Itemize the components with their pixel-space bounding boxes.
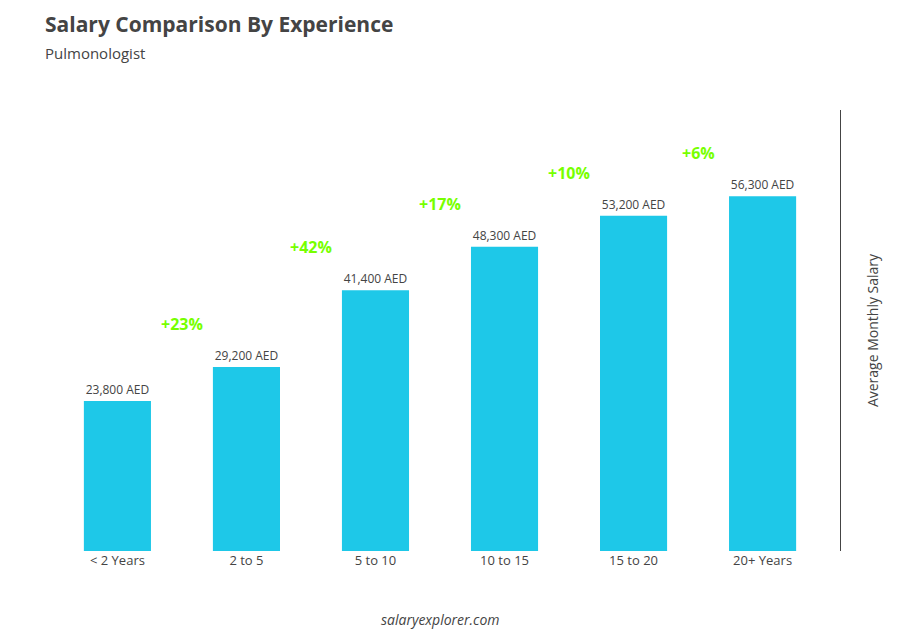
svg-text:Average Monthly Salary: Average Monthly Salary xyxy=(863,253,882,407)
svg-text:48,300 AED: 48,300 AED xyxy=(473,227,537,244)
svg-text:15 to 20: 15 to 20 xyxy=(609,551,658,569)
svg-text:5 to 10: 5 to 10 xyxy=(355,551,397,569)
svg-text:+10%: +10% xyxy=(548,162,590,184)
svg-text:53,200 AED: 53,200 AED xyxy=(602,196,666,213)
svg-text:2 to 5: 2 to 5 xyxy=(229,551,263,569)
svg-text:+17%: +17% xyxy=(419,193,461,215)
svg-text:10 to 15: 10 to 15 xyxy=(480,551,529,569)
svg-text:29,200 AED: 29,200 AED xyxy=(215,347,279,364)
svg-text:< 2 Years: < 2 Years xyxy=(90,551,145,569)
svg-text:20+ Years: 20+ Years xyxy=(733,551,792,569)
svg-text:salaryexplorer.com: salaryexplorer.com xyxy=(381,610,500,629)
svg-text:Salary Comparison By Experienc: Salary Comparison By ExperiencePulmonolo… xyxy=(45,10,393,63)
svg-text:41,400 AED: 41,400 AED xyxy=(344,270,408,287)
svg-text:56,300 AED: 56,300 AED xyxy=(731,176,795,193)
svg-text:+23%: +23% xyxy=(161,313,203,335)
svg-text:23,800 AED: 23,800 AED xyxy=(86,381,150,398)
svg-text:+42%: +42% xyxy=(290,236,332,258)
svg-text:+6%: +6% xyxy=(682,142,715,164)
